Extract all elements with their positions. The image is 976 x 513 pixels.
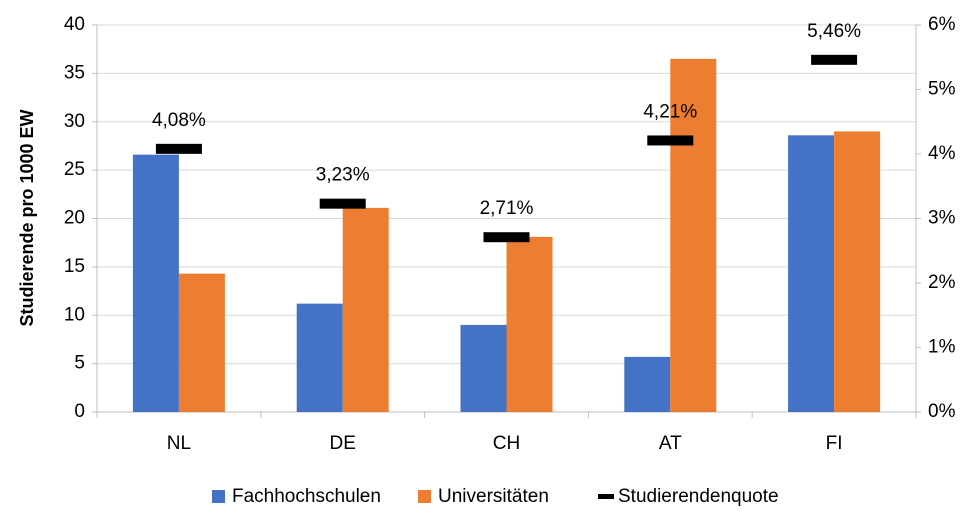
legend-swatch [212, 490, 225, 503]
bar [132, 154, 179, 412]
x-tick-label: DE [329, 433, 355, 454]
marker [811, 54, 858, 65]
legend-label: Fachhochschulen [232, 486, 381, 507]
y-tick-label: 25 [64, 159, 85, 180]
y2-tick-label: 3% [928, 208, 956, 229]
y-tick-label: 15 [64, 256, 85, 277]
y-tick-label: 10 [64, 304, 85, 325]
marker [155, 143, 202, 154]
marker [319, 198, 366, 209]
marker [647, 135, 694, 146]
y2-tick-label: 4% [928, 143, 956, 164]
data-label: 3,23% [316, 165, 370, 186]
bar [834, 131, 881, 413]
y2-tick-label: 2% [928, 272, 956, 293]
data-label: 2,71% [480, 198, 534, 219]
y-tick-label: 30 [64, 111, 85, 132]
legend-label: Studierendenquote [618, 486, 779, 507]
data-label: 5,46% [807, 21, 861, 42]
bar [178, 273, 225, 412]
y-tick-label: 5 [74, 353, 85, 374]
bar [460, 324, 507, 412]
y2-tick-label: 6% [928, 14, 956, 35]
y-tick-label: 20 [64, 208, 85, 229]
data-label: 4,08% [152, 110, 206, 131]
y-axis-label: Studierende pro 1000 EW [17, 109, 37, 326]
x-tick-label: FI [826, 433, 843, 454]
legend-swatch [418, 490, 431, 503]
y-tick-label: 35 [64, 62, 85, 83]
y2-tick-label: 5% [928, 79, 956, 100]
x-tick-label: CH [493, 433, 520, 454]
legend-label: Universitäten [438, 486, 549, 507]
bar [788, 135, 835, 413]
y-tick-label: 0 [74, 401, 85, 422]
bar [342, 207, 389, 412]
bar [624, 356, 671, 412]
bar [296, 303, 343, 412]
bar [670, 58, 717, 413]
x-tick-label: AT [659, 433, 682, 454]
data-label: 4,21% [643, 101, 697, 122]
y2-tick-label: 1% [928, 337, 956, 358]
legend-swatch [598, 494, 614, 499]
marker [483, 232, 530, 243]
y-tick-label: 40 [64, 14, 85, 35]
bar [506, 236, 553, 412]
x-tick-label: NL [167, 433, 191, 454]
y2-tick-label: 0% [928, 401, 956, 422]
